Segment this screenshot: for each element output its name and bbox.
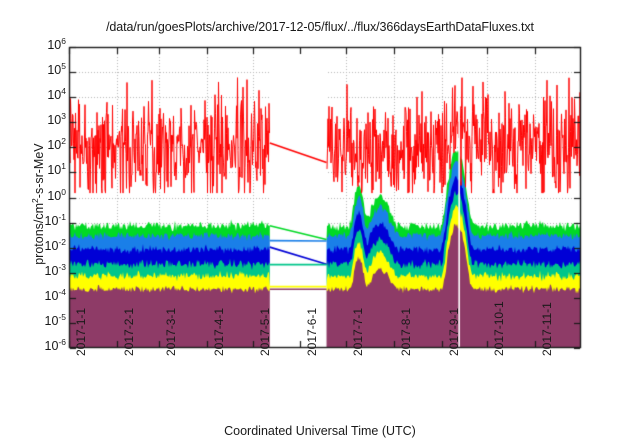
y-tick-exponent: 4 <box>61 86 66 96</box>
y-tick-mantissa: 10 <box>47 38 62 52</box>
x-axis-tick-label: 2017-5-1 <box>257 307 272 356</box>
x-axis-tick-label: 2017-8-1 <box>398 307 413 356</box>
y-axis-tick-label: 10-3 <box>6 261 66 278</box>
y-axis-label-pre: protons/cm <box>32 202 47 265</box>
y-tick-mantissa: 10 <box>44 263 59 278</box>
y-tick-mantissa: 10 <box>44 213 59 228</box>
y-axis-tick-label: 10-4 <box>6 286 66 303</box>
x-axis-tick-label: 2017-7-1 <box>351 307 366 356</box>
y-axis-tick-label: 10-1 <box>6 211 66 228</box>
y-axis-tick-label: 103 <box>6 111 66 128</box>
y-tick-exponent: 2 <box>61 136 66 147</box>
y-tick-exponent: 5 <box>61 60 66 71</box>
y-axis-tick-label: 10-6 <box>6 336 66 353</box>
y-tick-exponent: 3 <box>61 111 66 122</box>
y-tick-mantissa: 10 <box>47 113 62 128</box>
x-axis-tick-label: 2017-6-1 <box>305 307 320 356</box>
y-tick-exponent: -1 <box>58 211 66 222</box>
y-axis-tick-label: 106 <box>6 35 66 52</box>
x-axis-tick-label: 2017-4-1 <box>211 307 226 356</box>
y-tick-mantissa: 10 <box>47 163 62 178</box>
y-axis-tick-label: 10-2 <box>6 236 66 253</box>
y-tick-exponent: -3 <box>58 261 66 272</box>
x-axis-label: Coordinated Universal Time (UTC) <box>224 424 416 438</box>
y-tick-mantissa: 10 <box>47 88 62 103</box>
y-axis-tick-label: 101 <box>6 161 66 178</box>
x-axis-tick-label: 2017-11-1 <box>540 302 554 356</box>
y-tick-mantissa: 10 <box>44 313 59 328</box>
x-axis-tick-label: 2017-10-1 <box>492 301 507 356</box>
y-tick-mantissa: 10 <box>44 288 59 303</box>
y-tick-mantissa: 10 <box>47 138 62 153</box>
y-tick-exponent: 6 <box>61 35 66 46</box>
x-axis-tick-label: 2017-9-1 <box>446 307 461 356</box>
y-tick-exponent: -6 <box>58 336 66 347</box>
y-axis-tick-label: 102 <box>6 136 66 153</box>
y-tick-exponent: 0 <box>61 186 66 197</box>
y-axis-tick-label: 105 <box>6 60 66 78</box>
y-axis-tick-label: 100 <box>6 186 66 203</box>
y-axis-tick-label: 10-5 <box>6 311 66 328</box>
y-tick-mantissa: 10 <box>47 188 62 203</box>
y-axis-tick-label: 104 <box>6 86 66 103</box>
x-axis-tick-label: 2017-2-1 <box>121 307 136 356</box>
y-tick-mantissa: 10 <box>47 63 62 78</box>
y-tick-mantissa: 10 <box>44 238 59 253</box>
x-axis-tick-label: 2017-3-1 <box>164 307 179 356</box>
y-tick-mantissa: 10 <box>44 339 59 353</box>
y-tick-exponent: -2 <box>58 236 66 247</box>
y-tick-exponent: -4 <box>58 286 66 297</box>
y-tick-exponent: 1 <box>61 161 66 172</box>
y-tick-exponent: -5 <box>58 311 66 322</box>
x-axis-tick-label: 2017-1-1 <box>74 307 88 356</box>
